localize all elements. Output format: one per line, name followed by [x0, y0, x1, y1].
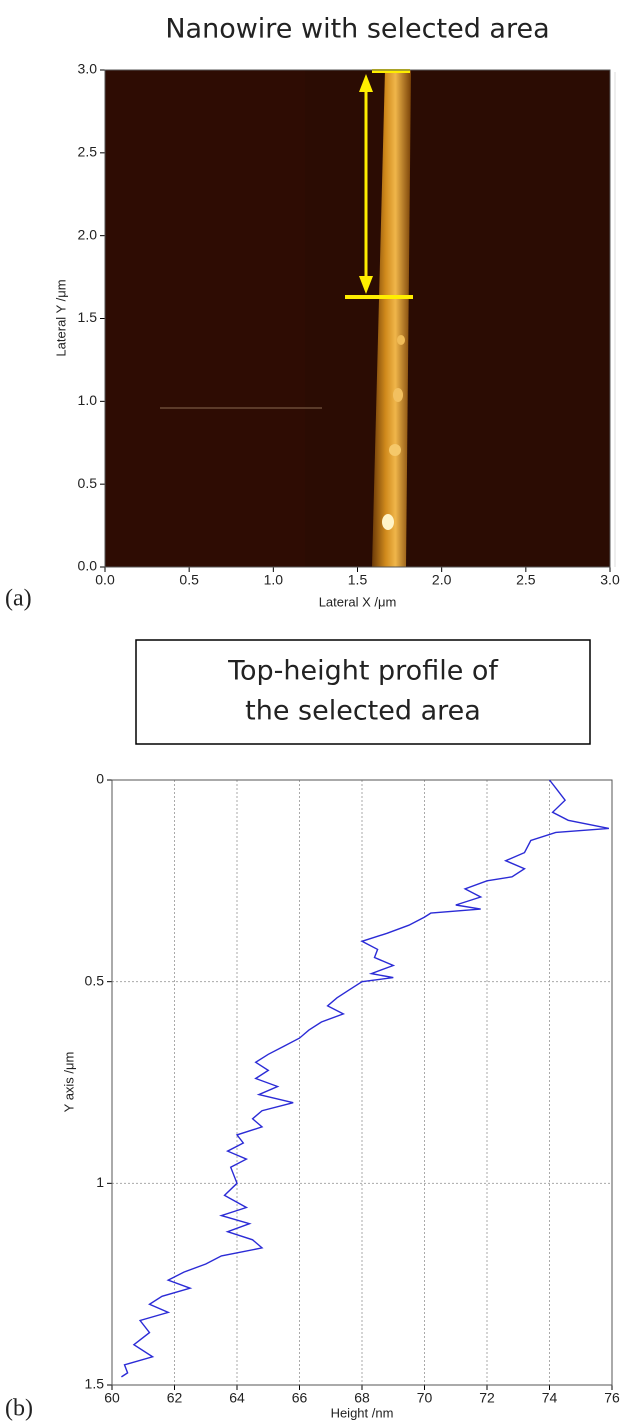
chart-title: Top-height profile of: [227, 656, 499, 687]
x-tick-label: 60: [104, 1390, 120, 1406]
x-tick-label: 1.5: [348, 572, 368, 588]
x-axis-label: Lateral X /μm: [319, 594, 397, 609]
y-tick-label: 0: [96, 771, 104, 787]
y-tick-label: 0.0: [78, 558, 98, 574]
x-tick-label: 66: [292, 1390, 308, 1406]
chart-title: the selected area: [245, 696, 481, 727]
plot-frame: [111, 779, 613, 1386]
particle: [389, 444, 401, 456]
y-tick-label: 0.5: [78, 475, 98, 491]
y-tick-label: 3.0: [78, 61, 98, 77]
chart-title: Nanowire with selected area: [165, 14, 549, 45]
y-tick-label: 1.5: [78, 309, 98, 325]
x-tick-label: 3.0: [600, 572, 620, 588]
afm-image: [105, 69, 616, 567]
arrow-head: [359, 74, 373, 92]
y-tick-label: 1.0: [78, 392, 98, 408]
x-tick-label: 62: [167, 1390, 183, 1406]
x-tick-label: 2.0: [432, 572, 452, 588]
title-box: [135, 639, 591, 745]
plot-frame: [104, 69, 611, 568]
x-tick-label: 76: [604, 1390, 620, 1406]
y-tick-label: 0.5: [85, 972, 105, 988]
x-tick-label: 72: [479, 1390, 495, 1406]
panel-label: (b): [5, 1396, 33, 1422]
x-tick-label: 70: [417, 1390, 433, 1406]
image-shade: [105, 70, 305, 567]
profile-line: [121, 779, 610, 1378]
x-tick-label: 0.5: [179, 572, 199, 588]
x-tick-label: 2.5: [516, 572, 536, 588]
y-tick-label: 2.0: [78, 226, 98, 242]
y-axis-label: Lateral Y /μm: [53, 279, 68, 356]
arrow-head: [359, 276, 373, 294]
x-tick-label: 64: [229, 1390, 245, 1406]
y-axis-label: Y axis /μm: [61, 1052, 76, 1113]
x-tick-label: 1.0: [264, 572, 284, 588]
x-tick-label: 74: [542, 1390, 558, 1406]
y-tick-label: 1.5: [85, 1376, 105, 1392]
y-tick-label: 1: [96, 1174, 104, 1190]
x-tick-label: 0.0: [95, 572, 115, 588]
nanowire: [372, 70, 411, 567]
particle: [397, 335, 405, 345]
particle: [382, 514, 394, 530]
x-axis-label: Height /nm: [331, 1405, 394, 1420]
y-tick-label: 2.5: [78, 144, 98, 160]
x-tick-label: 68: [354, 1390, 370, 1406]
particle: [393, 388, 403, 402]
panel-label: (a): [5, 586, 32, 612]
